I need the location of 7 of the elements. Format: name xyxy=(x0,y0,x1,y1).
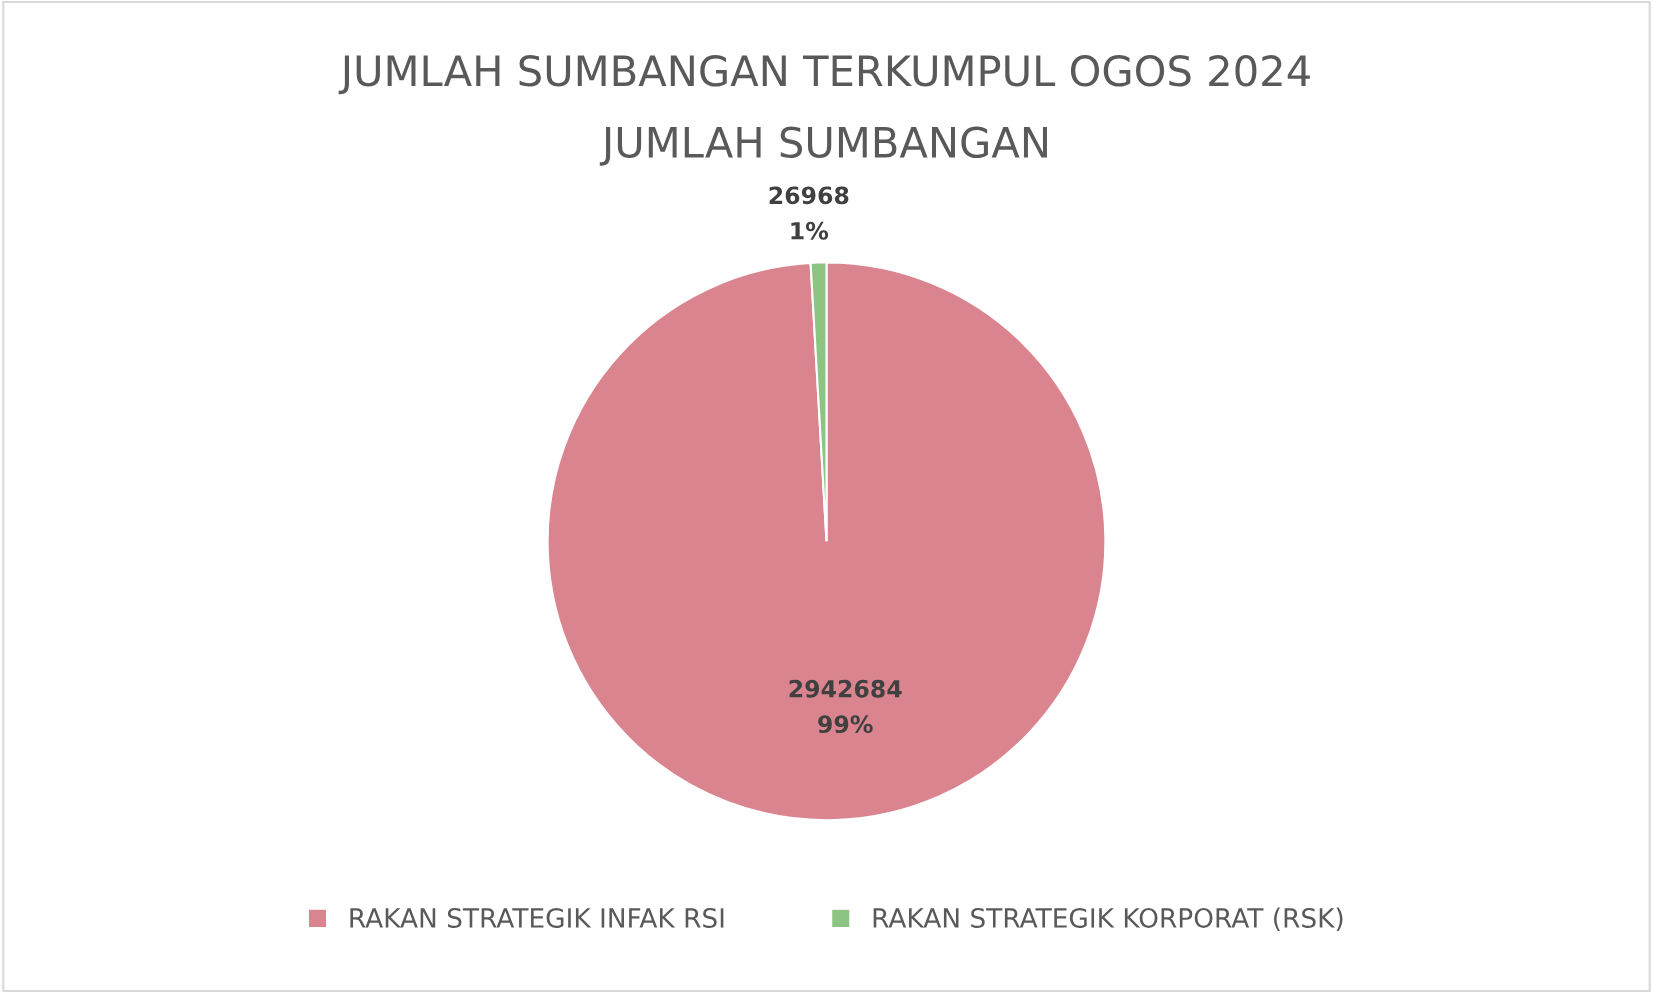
chart-title: JUMLAH SUMBANGAN TERKUMPUL OGOS 2024 xyxy=(338,55,1310,95)
data-label: 26968 1% xyxy=(769,186,849,240)
pie-slice xyxy=(546,261,1107,822)
legend-label: RAKAN STRATEGIK KORPORAT (RSK) xyxy=(873,907,1343,932)
data-label: 2942684 99% xyxy=(789,679,902,734)
legend-label: RAKAN STRATEGIK INFAK RSI xyxy=(350,907,724,928)
chart-subtitle: JUMLAH SUMBANGAN xyxy=(599,126,1047,166)
